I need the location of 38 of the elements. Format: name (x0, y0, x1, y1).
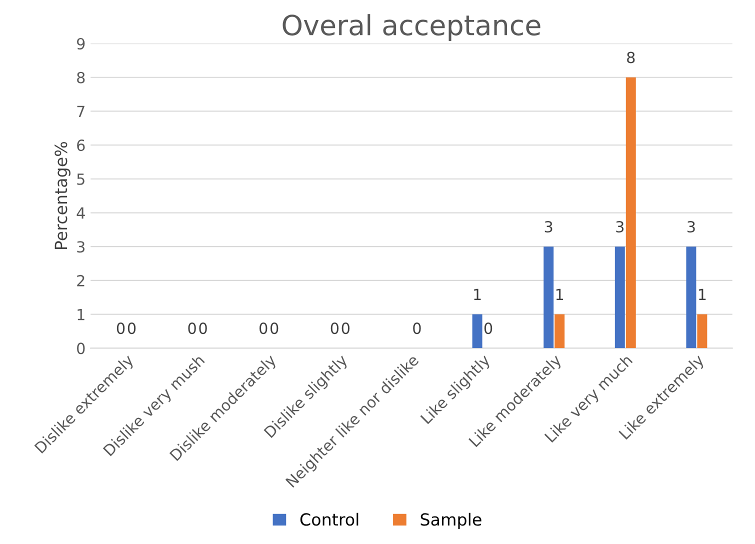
data-label: 0 (199, 322, 207, 334)
y-tick-label: 8 (77, 72, 85, 84)
y-tick-label: 6 (77, 140, 85, 152)
y-tick-label: 0 (77, 342, 85, 354)
legend-label: Control (300, 512, 358, 526)
y-tick-label: 9 (76, 38, 85, 50)
data-label: 0 (330, 322, 339, 334)
y-tick-label: 3 (77, 241, 85, 253)
data-label: 0 (188, 322, 196, 334)
data-label: 3 (544, 220, 552, 233)
data-label: 1 (699, 288, 706, 300)
y-axis-title: Percentage% (54, 142, 70, 249)
bar (614, 246, 625, 348)
data-label: 0 (342, 322, 350, 334)
data-label: 1 (556, 288, 564, 300)
chart-title: Overal acceptance (282, 14, 540, 41)
data-label: 0 (484, 322, 492, 334)
bar (554, 314, 565, 348)
y-tick-label: 7 (77, 106, 84, 118)
y-tick-label: 1 (78, 308, 84, 320)
bar (626, 77, 636, 348)
bar (544, 246, 554, 348)
data-label: 0 (260, 322, 268, 334)
data-label: 0 (116, 322, 125, 334)
legend-label: Sample (420, 512, 482, 529)
y-tick-label: 4 (76, 207, 85, 219)
data-label: 1 (474, 288, 481, 300)
bar (686, 246, 696, 348)
data-label: 0 (413, 322, 421, 334)
data-label: 3 (616, 220, 624, 233)
data-label: 0 (128, 322, 136, 334)
bar (472, 314, 482, 348)
data-label: 8 (627, 52, 635, 64)
data-label: 0 (270, 322, 278, 334)
bar (697, 314, 708, 348)
y-tick-label: 2 (77, 274, 84, 286)
y-tick-label: 5 (77, 174, 84, 185)
data-label: 3 (688, 220, 695, 233)
